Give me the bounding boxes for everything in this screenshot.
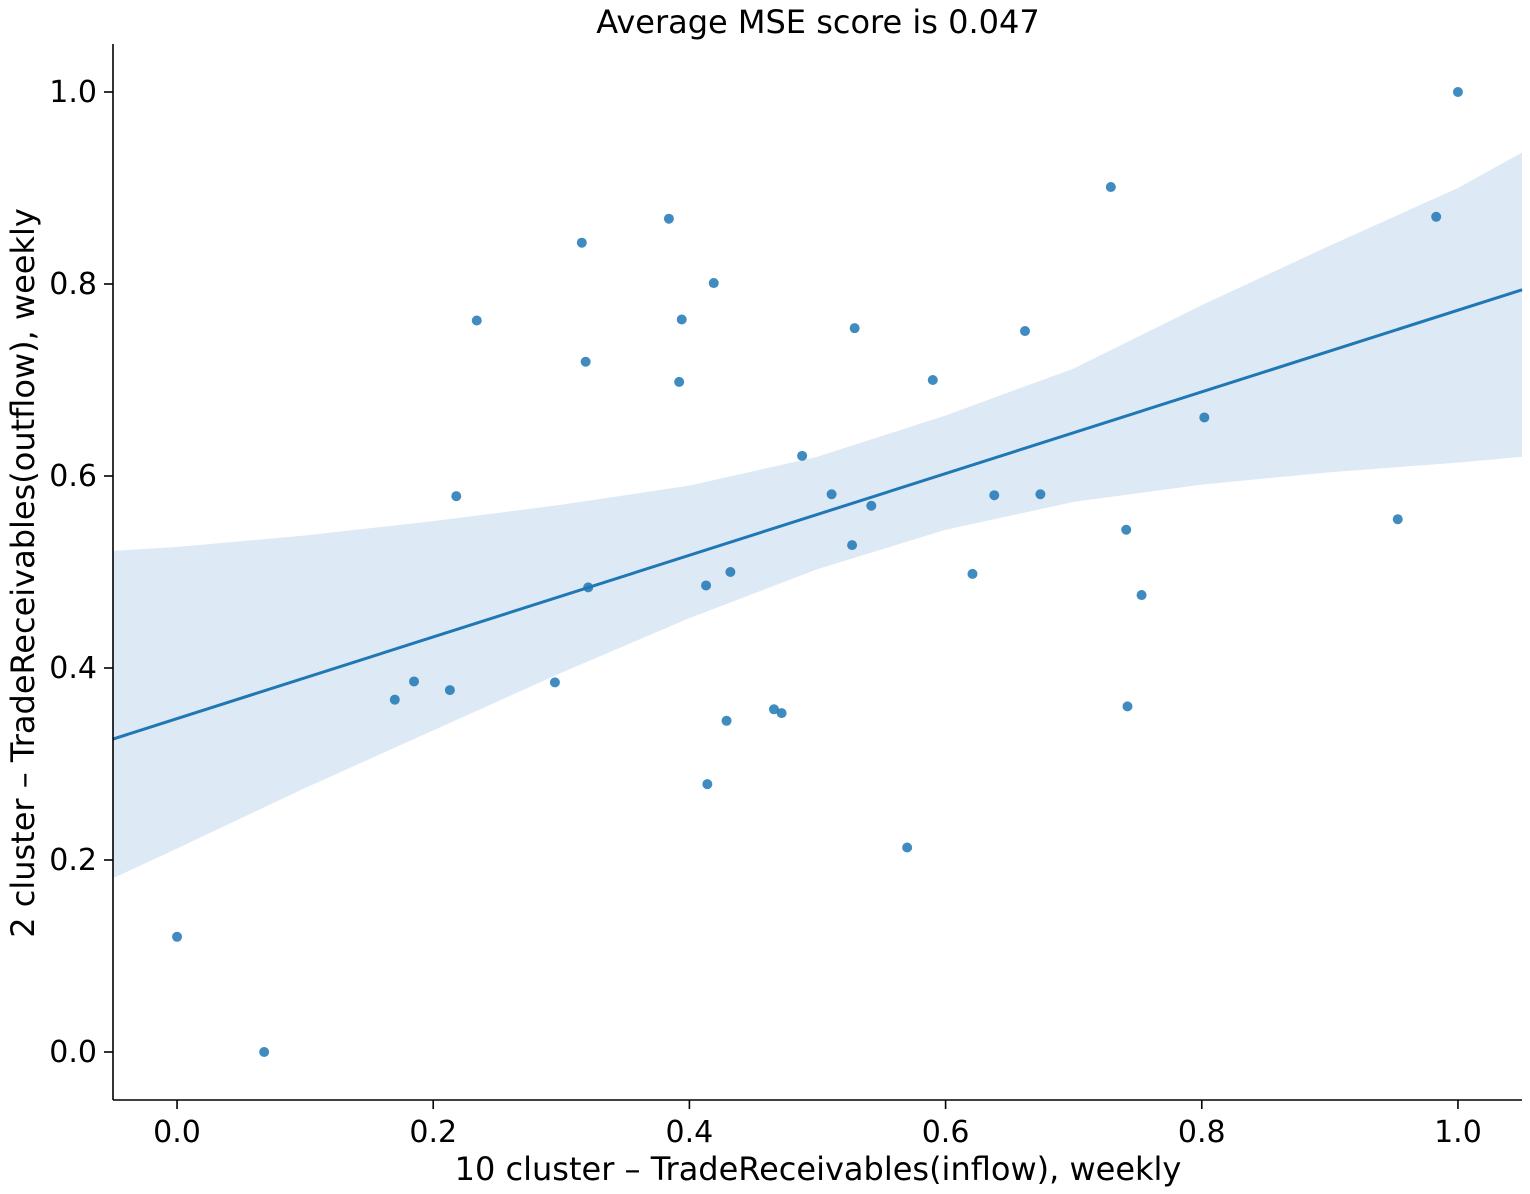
regression-line bbox=[112, 288, 1523, 741]
plot-area bbox=[112, 87, 1523, 1057]
data-point bbox=[1035, 489, 1046, 500]
data-point bbox=[451, 491, 462, 502]
data-point bbox=[676, 314, 687, 325]
data-point bbox=[583, 582, 594, 593]
data-point bbox=[1199, 412, 1210, 423]
data-point bbox=[847, 540, 858, 551]
data-point bbox=[1431, 211, 1442, 222]
x-tick-label: 0.4 bbox=[666, 1115, 714, 1150]
data-point bbox=[576, 237, 587, 248]
y-tick-label: 0.2 bbox=[49, 843, 97, 878]
chart-title: Average MSE score is 0.047 bbox=[596, 3, 1039, 41]
x-tick-label: 1.0 bbox=[1434, 1115, 1482, 1150]
data-point bbox=[580, 356, 591, 367]
data-point bbox=[702, 779, 713, 790]
y-tick-label: 0.0 bbox=[49, 1035, 97, 1070]
data-point bbox=[927, 375, 938, 385]
x-axis-ticks: 0.0 0.2 0.4 0.6 0.8 1.0 bbox=[153, 1100, 1482, 1150]
data-point bbox=[701, 580, 712, 591]
data-points bbox=[172, 87, 1463, 1057]
data-point bbox=[674, 376, 685, 387]
data-point bbox=[989, 490, 1000, 501]
data-point bbox=[1105, 182, 1116, 193]
y-tick-label: 0.6 bbox=[49, 459, 97, 494]
data-point bbox=[1122, 701, 1133, 712]
y-tick-label: 1.0 bbox=[49, 75, 97, 110]
data-point bbox=[797, 450, 808, 461]
x-tick-label: 0.8 bbox=[1178, 1115, 1226, 1150]
data-point bbox=[721, 715, 732, 726]
data-point bbox=[1392, 514, 1403, 525]
data-point bbox=[471, 315, 482, 326]
data-point bbox=[967, 568, 978, 579]
data-point bbox=[549, 677, 560, 688]
data-point bbox=[389, 694, 400, 705]
data-point bbox=[776, 708, 787, 719]
data-point bbox=[826, 489, 837, 500]
data-point bbox=[768, 704, 779, 715]
x-tick-label: 0.6 bbox=[922, 1115, 970, 1150]
data-point bbox=[1121, 524, 1132, 535]
data-point bbox=[1020, 326, 1031, 337]
data-point bbox=[849, 323, 860, 334]
data-point bbox=[866, 500, 877, 511]
data-point bbox=[902, 842, 913, 853]
data-point bbox=[172, 931, 183, 942]
x-tick-label: 0.0 bbox=[153, 1115, 201, 1150]
data-point bbox=[444, 685, 455, 696]
x-axis-label: 10 cluster – TradeReceivables(inflow), w… bbox=[455, 1150, 1182, 1188]
x-tick-label: 0.2 bbox=[409, 1115, 457, 1150]
data-point bbox=[663, 213, 674, 224]
y-axis-ticks: 0.0 0.2 0.4 0.6 0.8 1.0 bbox=[49, 75, 113, 1070]
y-tick-label: 0.8 bbox=[49, 267, 97, 302]
data-point bbox=[1136, 590, 1147, 601]
data-point bbox=[1452, 87, 1463, 97]
data-point bbox=[725, 567, 736, 577]
y-axis-label: 2 cluster – TradeReceivables(outflow), w… bbox=[4, 208, 42, 938]
data-point bbox=[409, 676, 420, 687]
data-point bbox=[708, 278, 719, 289]
y-tick-label: 0.4 bbox=[49, 651, 97, 686]
data-point bbox=[259, 1047, 270, 1057]
